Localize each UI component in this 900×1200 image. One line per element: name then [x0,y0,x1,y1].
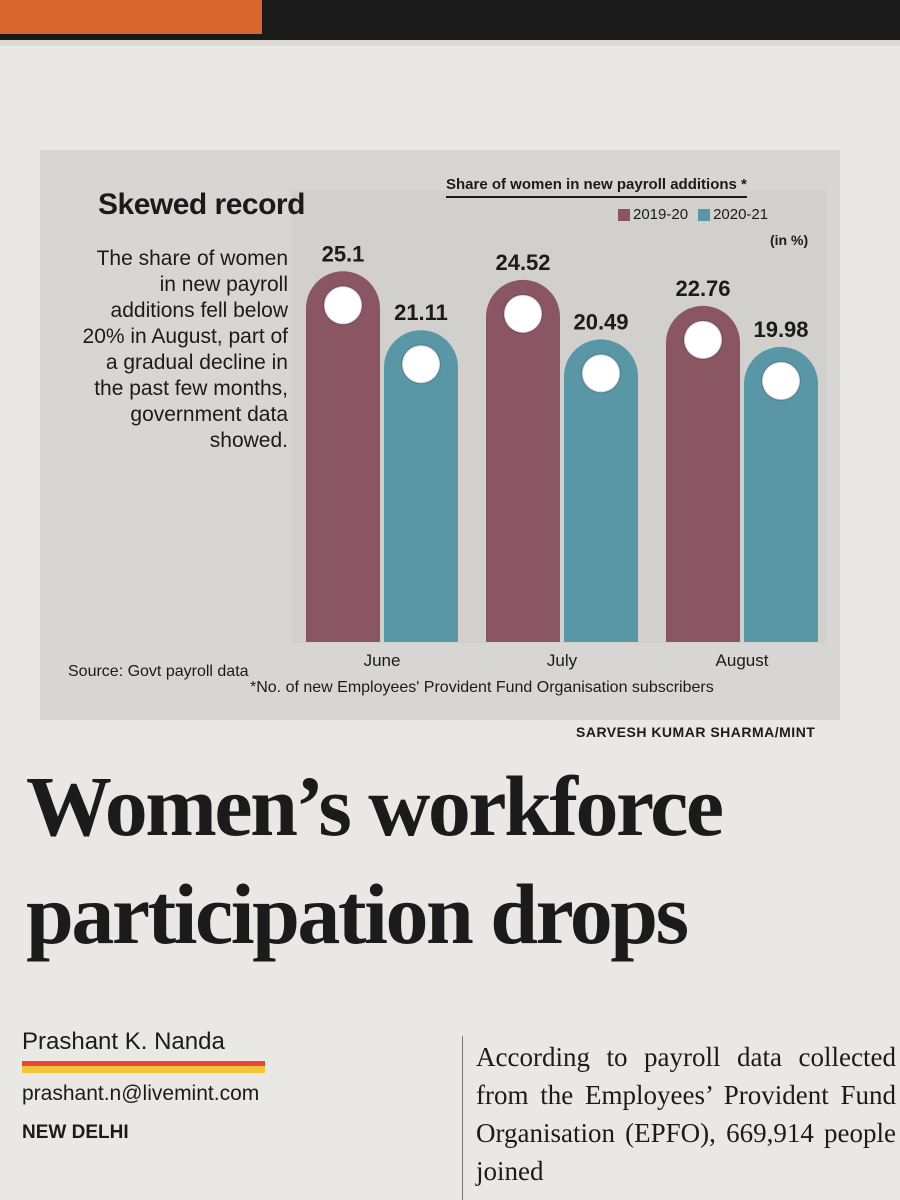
legend-label-2019-20: 2019-20 [633,206,689,223]
bar-dot-july-2020-21 [581,353,621,394]
bar-july-2020-21 [564,339,638,642]
chart-title: Skewed record [98,188,305,221]
category-label-july: July [547,651,578,670]
bar-dot-august-2019-20 [683,319,723,360]
legend-swatch-2020-21 [698,208,711,221]
data-label-july-2020-21: 20.49 [573,309,628,334]
bar-dot-july-2019-20 [503,293,543,334]
data-label-july-2019-20: 24.52 [495,250,550,275]
data-label-june-2019-20: 25.1 [322,241,365,266]
data-label-august-2020-21: 19.98 [753,317,808,342]
bar-august-2020-21 [744,346,818,642]
bar-june-2020-21 [384,330,458,642]
column-divider [462,1036,463,1200]
chart-description: The share of women in new payroll additi… [82,247,288,452]
article-headline: Women’s workforce participation drops [26,758,724,962]
article-body: According to payroll data collected from… [476,1042,896,1186]
article-dateline: NEW DELHI [22,1122,129,1143]
bar-july-2019-20 [486,279,560,642]
bar-dot-june-2019-20 [323,285,363,326]
data-label-june-2020-21: 21.11 [394,300,448,325]
chart-source: Source: Govt payroll data [68,663,249,680]
legend-item-2020-21: 2020-21 [698,206,768,223]
top-rule [0,40,900,46]
author-underline [22,1061,265,1073]
category-label-june: June [364,651,401,670]
legend-swatch-2019-20 [618,208,630,221]
author-email: prashant.n@livemint.com [22,1082,260,1105]
bar-august-2019-20 [666,305,740,642]
article-author: Prashant K. Nanda [22,1028,225,1055]
category-label-august: August [716,651,769,670]
top-banner [0,0,262,34]
bar-june-2019-20 [306,271,380,642]
legend-item-2019-20: 2019-20 [618,206,688,223]
chart-unit: (in %) [770,232,809,248]
bar-dot-june-2020-21 [401,344,441,385]
legend-label-2020-21: 2020-21 [713,206,769,223]
chart-subtitle: Share of women in new payroll additions … [446,176,747,198]
data-label-august-2019-20: 22.76 [675,276,730,301]
chart-legend: 2019-20 2020-21 [618,206,768,223]
chart-credit: SARVESH KUMAR SHARMA/MINT [576,724,816,740]
bar-chart: 25.1 21.11 June 24.52 20.49 July 22.76 19.98 Aug… [306,241,818,670]
chart-footnote: *No. of new Employees' Provident Fund Or… [250,679,714,696]
bar-dot-august-2020-21 [761,360,801,401]
